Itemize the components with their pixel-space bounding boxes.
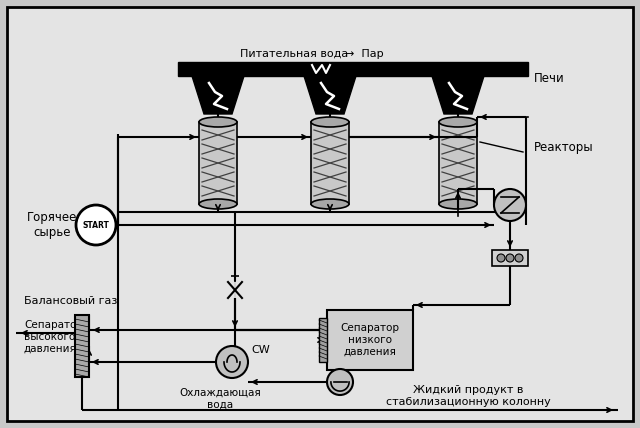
Ellipse shape <box>439 199 477 209</box>
Circle shape <box>497 254 505 262</box>
Ellipse shape <box>199 199 237 209</box>
Text: Сепаратор
низкого
давления: Сепаратор низкого давления <box>340 324 399 357</box>
Circle shape <box>506 254 514 262</box>
Circle shape <box>494 189 526 221</box>
Bar <box>439 122 477 204</box>
Text: START: START <box>83 220 109 229</box>
Polygon shape <box>192 76 244 114</box>
Text: Сепаратор
высокого
давления: Сепаратор высокого давления <box>24 320 83 353</box>
Circle shape <box>327 369 353 395</box>
Circle shape <box>515 254 523 262</box>
Ellipse shape <box>439 117 477 127</box>
Ellipse shape <box>311 117 349 127</box>
Circle shape <box>216 346 248 378</box>
Circle shape <box>76 205 116 245</box>
Text: Балансовый газ: Балансовый газ <box>24 296 117 306</box>
Bar <box>75 315 89 377</box>
Bar <box>199 122 237 204</box>
Ellipse shape <box>199 117 237 127</box>
Text: Жидкий продукт в
стабилизационную колонну: Жидкий продукт в стабилизационную колонн… <box>386 385 550 407</box>
Ellipse shape <box>311 199 349 209</box>
Polygon shape <box>304 76 356 114</box>
Polygon shape <box>432 76 484 114</box>
Text: Охлаждающая
вода: Охлаждающая вода <box>179 388 261 410</box>
Bar <box>492 250 528 266</box>
Text: →  Пар: → Пар <box>345 49 383 59</box>
Text: CW: CW <box>251 345 269 355</box>
Text: Печи: Печи <box>534 71 564 84</box>
Bar <box>178 62 528 76</box>
Bar <box>319 318 327 362</box>
Bar <box>327 310 413 370</box>
Text: Питательная вода: Питательная вода <box>240 49 348 59</box>
Bar <box>311 122 349 204</box>
Text: Горячее
сырье: Горячее сырье <box>27 211 77 239</box>
Text: Реакторы: Реакторы <box>534 142 594 155</box>
